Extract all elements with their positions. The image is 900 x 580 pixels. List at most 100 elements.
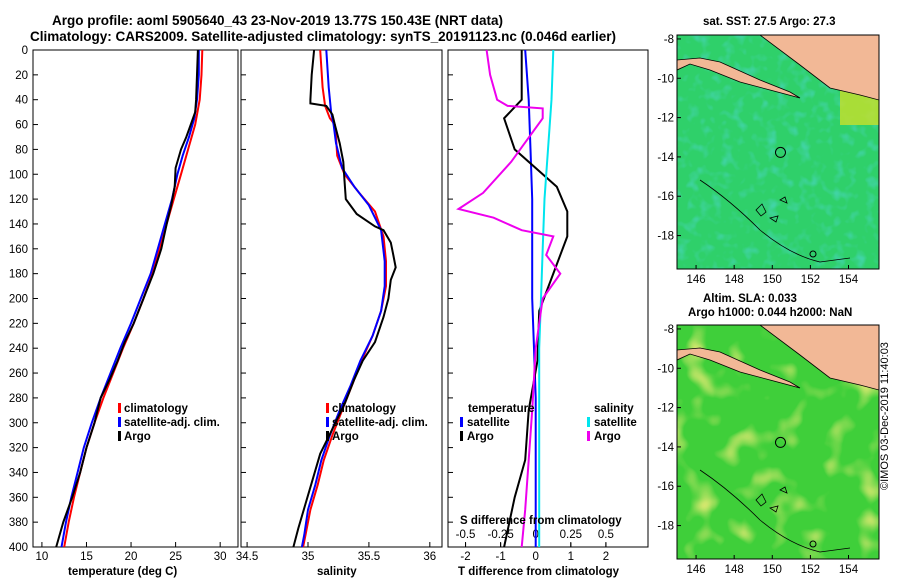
map-x-tick-label: 148 <box>725 564 744 576</box>
sst-map-ticks: 146 148 150 152 154 -8 -10 -12 -14 -16 -18 <box>657 34 858 286</box>
sla-map-ticks: 146 148 150 152 154 -8 -10 -12 -14 -16 -18 <box>657 324 858 576</box>
difference-profiles <box>456 49 569 548</box>
x-tick-label: 25 <box>169 551 182 563</box>
legend-title-salinity: salinity <box>594 403 634 415</box>
legend-swatch-s-satellite <box>587 417 590 427</box>
sst-map-panel: sat. SST: 27.5 Argo: 27.3 146 148 150 152 15… <box>657 16 880 286</box>
series-line-satellite-adj-clim- <box>300 49 386 548</box>
x-tick-label: 0 <box>533 551 539 563</box>
depth-tick-label: 120 <box>9 194 28 206</box>
series-line-argo <box>292 49 397 548</box>
sla-reef-outlines <box>755 486 788 513</box>
map-x-tick-label: 152 <box>801 564 820 576</box>
map-y-tick-label: -8 <box>664 324 674 336</box>
series-line-t-satellite <box>524 49 537 547</box>
legend-label-t-argo: Argo <box>467 431 494 443</box>
x-tick-label: 15 <box>80 551 93 563</box>
legend-swatch-t-argo <box>460 431 463 441</box>
depth-axis-ticks: 0 20 40 60 80 100 120 140 160 180 200 220 240 260 280 3… <box>9 45 453 554</box>
x-tick-label: 35.5 <box>358 551 380 563</box>
difference-panel: -2 -1 0 1 2 -0.5 -0.25 0 0.25 0.5 T difference f… <box>447 49 649 578</box>
depth-tick-label: 100 <box>9 169 28 181</box>
depth-tick-label: 180 <box>9 269 28 281</box>
sla-secondary-marker <box>809 540 817 548</box>
sst-map-frame <box>676 34 880 270</box>
x-tick-label: 10 <box>36 551 49 563</box>
map-y-tick-label: -16 <box>657 191 674 203</box>
x-tick-label: -1 <box>496 551 506 563</box>
legend-swatch-s-argo <box>587 431 590 441</box>
legend-label-climatology: climatology <box>332 403 397 415</box>
legend-swatch-t-satellite <box>460 417 463 427</box>
sla-land-mass <box>677 325 879 391</box>
temperature-profiles <box>55 49 204 548</box>
legend-swatch-climatology <box>326 403 329 413</box>
s-difference-xlabel: S difference from climatology <box>460 515 622 527</box>
x-tick-label: 2 <box>603 551 609 563</box>
imos-credit: ©IMOS 03-Dec-2019 11:40:03 <box>879 342 891 490</box>
depth-tick-label: 320 <box>9 443 28 455</box>
x-tick-label: 20 <box>125 551 138 563</box>
map-x-tick-label: 152 <box>801 274 820 286</box>
sla-map-panel: Altim. SLA: 0.033 Argo h1000: 0.044 h200… <box>657 293 880 576</box>
salinity-legend: climatology satellite-adj. clim. Argo <box>326 403 428 443</box>
legend-title-temperature: temperature <box>468 403 534 415</box>
x-tick-label: 35 <box>302 551 315 563</box>
depth-tick-label: 20 <box>15 70 28 82</box>
legend-label-argo: Argo <box>332 431 359 443</box>
salinity-panel: 34.5 35 35.5 36 salinity climatology satell… <box>236 49 443 578</box>
sst-reef-outlines <box>755 196 788 223</box>
map-x-tick-label: 148 <box>725 274 744 286</box>
t-difference-xlabel: T difference from climatology <box>458 566 620 578</box>
sla-argo-position-marker <box>774 436 786 448</box>
depth-tick-label: 340 <box>9 467 28 479</box>
map-y-tick-label: -14 <box>657 152 674 164</box>
sla-map-title-1: Altim. SLA: 0.033 <box>703 293 797 305</box>
series-line-s-argo <box>456 49 562 548</box>
salinity-xlabel: salinity <box>317 566 357 578</box>
sla-map-title-2: Argo h1000: 0.044 h2000: NaN <box>688 307 852 319</box>
temperature-axes-frame <box>32 49 239 548</box>
map-y-tick-label: -18 <box>657 521 674 533</box>
title-line-1: Argo profile: aoml 5905640_43 23-Nov-201… <box>52 13 503 28</box>
map-x-tick-label: 150 <box>763 564 782 576</box>
map-y-tick-label: -8 <box>664 34 674 46</box>
series-line-s-satellite <box>538 49 555 547</box>
depth-tick-label: 240 <box>9 343 28 355</box>
title-line-2: Climatology: CARS2009. Satellite-adjuste… <box>30 29 616 44</box>
temperature-panel: 0 20 40 60 80 100 120 140 160 180 200 220 240 260 280 3… <box>9 45 453 578</box>
depth-tick-label: 300 <box>9 418 28 430</box>
x-tick-label: 1 <box>568 551 574 563</box>
map-y-tick-label: -12 <box>657 113 674 125</box>
series-line-satellite-adj-clim- <box>60 50 200 548</box>
depth-tick-label: 220 <box>9 318 28 330</box>
series-line-t-argo <box>502 50 569 548</box>
depth-tick-label: 160 <box>9 244 28 256</box>
x-tick-label: 36 <box>423 551 436 563</box>
map-x-tick-label: 146 <box>686 274 705 286</box>
legend-swatch-satellite <box>326 417 329 427</box>
s-tick-label: 0.5 <box>598 529 614 541</box>
salinity-profiles <box>292 49 397 548</box>
sst-bathymetry-contour <box>699 179 851 263</box>
sst-map-title: sat. SST: 27.5 Argo: 27.3 <box>703 16 836 28</box>
map-y-tick-label: -10 <box>657 73 674 85</box>
legend-swatch-satellite <box>118 417 121 427</box>
legend-label-s-argo: Argo <box>594 431 621 443</box>
map-x-tick-label: 146 <box>686 564 705 576</box>
sla-bathymetry-contour <box>699 469 851 553</box>
map-y-tick-label: -16 <box>657 481 674 493</box>
s-tick-label: -0.5 <box>456 529 476 541</box>
legend-label-climatology: climatology <box>124 403 189 415</box>
map-y-tick-label: -18 <box>657 231 674 243</box>
legend-swatch-climatology <box>118 403 121 413</box>
salinity-axis-ticks: 34.5 35 35.5 36 <box>236 542 436 563</box>
series-line-argo <box>55 49 199 548</box>
map-y-tick-label: -12 <box>657 403 674 415</box>
sst-secondary-marker <box>809 250 817 258</box>
sst-land-mass <box>677 35 879 101</box>
series-line-climatology <box>63 49 204 548</box>
depth-tick-label: 400 <box>9 542 28 554</box>
depth-tick-label: 360 <box>9 492 28 504</box>
map-y-tick-label: -14 <box>657 442 674 454</box>
